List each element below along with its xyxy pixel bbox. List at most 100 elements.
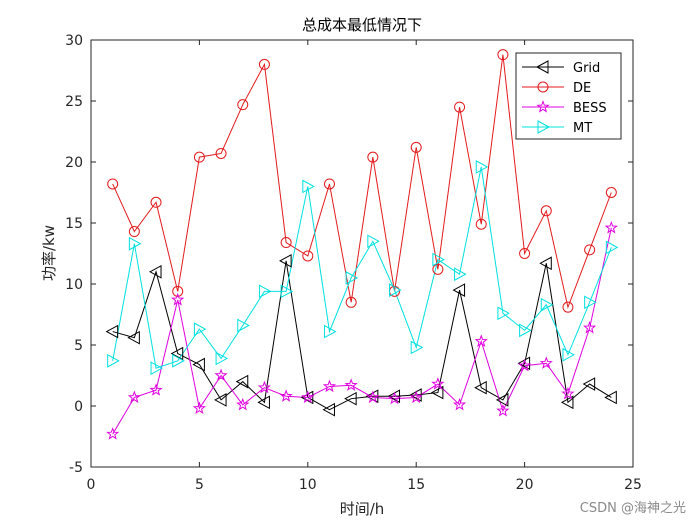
data-point-de-20 [519,248,531,259]
data-point-bess-20 [518,358,532,372]
legend-entry-bess: BESS [522,100,607,116]
data-point-grid-2 [127,330,140,345]
data-point-bess-14 [387,391,402,405]
legend: Grid DE BESS MT [515,52,622,140]
data-point-de-23 [584,244,596,256]
y-tick-label: 5 [74,338,83,354]
data-point-grid-23 [582,377,596,391]
data-point-mt-14 [389,283,402,297]
data-point-de-22 [562,301,574,313]
data-point-mt-9 [280,284,294,299]
data-point-grid-1 [105,324,119,339]
data-point-bess-17 [452,397,467,411]
data-point-grid-18 [474,380,487,395]
data-point-mt-5 [193,322,207,336]
data-point-grid-5 [192,357,205,372]
data-point-de-19 [497,49,509,61]
data-point-mt-22 [562,347,576,362]
data-point-bess-7 [236,397,250,411]
y-tick-label: 0 [74,399,83,415]
x-tick-label: 0 [87,477,96,493]
data-point-de-6 [215,147,227,159]
data-point-de-15 [410,141,422,153]
x-tick-label: 5 [195,477,204,493]
legend-label-bess: BESS [573,101,607,116]
data-point-bess-5 [192,401,206,415]
legend-label-de: DE [573,81,591,96]
legend-marker-mt [537,120,551,134]
data-point-bess-18 [474,334,488,347]
data-point-mt-6 [215,351,229,366]
data-point-mt-15 [410,340,424,355]
data-point-bess-24 [604,220,618,234]
data-point-mt-4 [172,354,185,368]
data-point-mt-11 [323,324,337,339]
data-point-mt-21 [540,297,554,312]
data-point-de-13 [367,151,379,163]
y-tick-label: 20 [65,155,83,171]
data-point-grid-8 [257,395,270,410]
data-point-mt-16 [432,252,445,267]
data-point-de-7 [237,99,249,111]
legend-label-mt: MT [573,121,592,136]
data-point-mt-17 [454,267,467,282]
y-tick-label: 15 [65,216,83,232]
x-tick-label: 20 [516,477,534,493]
x-tick-label: 25 [624,477,642,493]
data-point-de-12 [345,296,357,308]
data-point-de-10 [302,250,314,262]
data-point-de-4 [172,285,184,297]
series-line-de [112,54,612,309]
legend-marker-grid [535,60,549,74]
data-point-grid-22 [560,395,574,410]
data-point-bess-3 [149,383,163,396]
data-point-bess-10 [301,390,315,404]
data-point-grid-16 [430,385,444,400]
data-point-bess-6 [214,368,228,382]
data-point-grid-19 [495,393,509,407]
data-point-bess-2 [127,390,141,404]
data-point-mt-24 [605,240,619,255]
legend-label-grid: Grid [573,61,600,76]
data-point-de-17 [454,101,466,113]
series-markers [105,49,619,440]
data-point-mt-20 [519,323,532,338]
data-point-mt-2 [128,236,142,251]
data-point-grid-9 [279,253,292,268]
axes-box [90,39,634,468]
series-markers-grid [105,253,617,417]
y-axis-title: 功率/kw [40,225,58,281]
data-point-grid-21 [539,256,552,271]
chart-title: 总成本最低情况下 [302,16,422,34]
watermark: CSDN @海神之光 [580,501,686,516]
data-point-bess-11 [322,379,337,393]
data-point-bess-19 [496,403,510,417]
series-markers-bess [106,220,618,440]
data-point-de-21 [540,205,552,217]
data-point-grid-17 [452,283,466,297]
data-point-mt-13 [367,234,380,249]
data-point-de-11 [323,178,335,190]
data-point-mt-10 [302,179,315,194]
legend-box [515,52,622,140]
y-tick-label: 30 [65,33,83,49]
data-point-mt-19 [497,306,510,321]
data-point-de-9 [280,237,292,249]
data-point-bess-21 [539,356,553,369]
data-point-grid-11 [322,402,335,417]
legend-entry-mt: MT [522,120,592,136]
data-point-grid-6 [214,393,227,407]
data-point-mt-3 [150,361,164,376]
x-tick-label: 10 [299,477,317,493]
series-markers-de [107,49,617,313]
data-point-bess-23 [583,320,597,334]
data-point-bess-13 [366,390,380,404]
data-point-de-3 [150,196,162,208]
data-point-de-1 [107,178,119,190]
data-point-de-8 [258,58,270,70]
data-point-de-18 [475,218,487,230]
y-tick-label: 10 [65,277,83,293]
